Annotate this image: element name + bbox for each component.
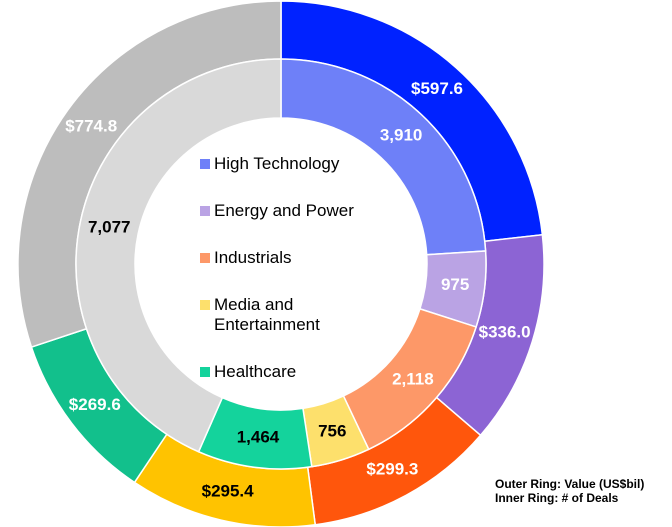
legend-label: High Technology [214,154,340,173]
value-label: $269.6 [69,395,121,414]
outer-ring-note: Outer Ring: Value (US$bil) [495,477,645,491]
legend-item: High Technology [200,154,360,174]
legend-label: Industrials [214,248,292,267]
legend-item: Industrials [200,248,360,268]
value-label: $597.6 [411,79,463,98]
legend-item: Healthcare [200,362,360,382]
ring-notes: Outer Ring: Value (US$bil) Inner Ring: #… [495,477,644,505]
value-label: 3,910 [380,126,423,145]
legend-label: Energy and Power [214,201,354,220]
legend-swatch [200,253,210,263]
value-label: $299.3 [366,459,418,478]
value-label: 1,464 [237,427,280,446]
inner-ring-note: Inner Ring: # of Deals [495,491,619,505]
legend-swatch [200,300,210,310]
legend-item: Media and Entertainment [200,295,360,335]
value-label: 756 [318,421,346,440]
legend-swatch [200,206,210,216]
legend-swatch [200,159,210,169]
value-label: 7,077 [88,217,131,236]
legend-label: Healthcare [214,362,297,381]
legend-label: Media and Entertainment [214,295,320,334]
legend-item: Energy and Power [200,201,360,221]
value-label: 2,118 [392,369,434,388]
legend-swatch [200,367,210,377]
value-label: 975 [441,275,469,294]
legend: High Technology Energy and Power Industria… [200,154,360,382]
value-label: $336.0 [479,322,531,341]
donut-segment [75,58,282,453]
value-label: $295.4 [202,481,255,500]
value-label: $774.8 [65,117,117,136]
